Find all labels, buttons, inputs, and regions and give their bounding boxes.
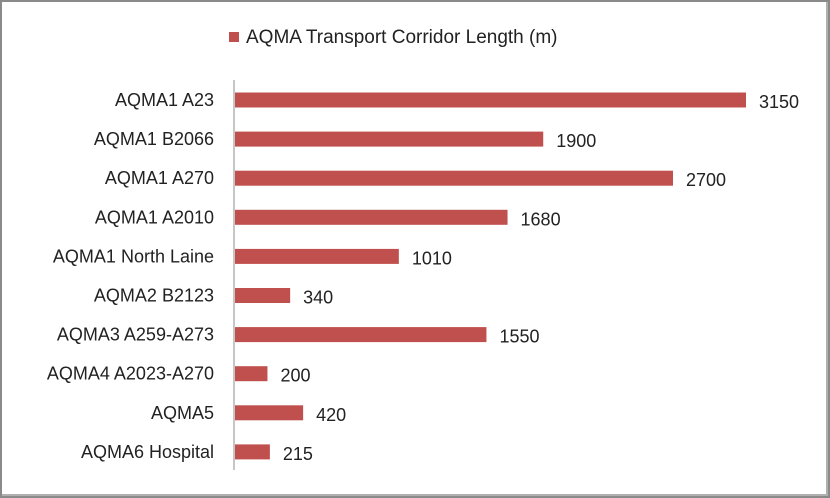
category-label: AQMA1 A2010 [95,207,214,227]
bar [235,366,268,382]
category-label: AQMA5 [151,403,214,423]
category-label: AQMA1 A270 [105,168,214,188]
category-label: AQMA4 A2023-A270 [47,364,214,384]
bar [235,288,291,303]
category-label: AQMA1 A23 [115,90,214,110]
bar [235,405,304,421]
category-label: AQMA2 B2123 [94,286,214,306]
bar [235,131,544,147]
legend-label: AQMA Transport Corridor Length (m) [246,27,558,48]
data-label: 3150 [759,92,799,112]
category-label: AQMA6 Hospital [81,442,214,462]
legend: AQMA Transport Corridor Length (m) [229,27,558,48]
data-label: 1550 [499,327,539,347]
data-label: 1010 [412,248,452,268]
bars [235,92,746,460]
bar [235,327,487,343]
data-label: 215 [283,444,313,464]
data-label: 2700 [686,170,726,190]
data-label: 1680 [521,209,561,229]
bar [235,92,746,108]
category-labels: AQMA1 A23 AQMA1 B2066 AQMA1 A270 AQMA1 A201… [47,90,214,462]
data-label: 420 [316,405,346,425]
bar [235,444,270,460]
bar [235,209,508,225]
legend-swatch [229,32,239,42]
category-label: AQMA1 North Laine [53,246,214,266]
bar [235,170,673,186]
data-label: 1900 [556,131,596,151]
bar [235,248,399,264]
data-label: 340 [303,288,333,308]
category-label: AQMA3 A259-A273 [57,325,214,345]
data-label: 200 [280,366,310,386]
category-label: AQMA1 B2066 [94,129,214,149]
